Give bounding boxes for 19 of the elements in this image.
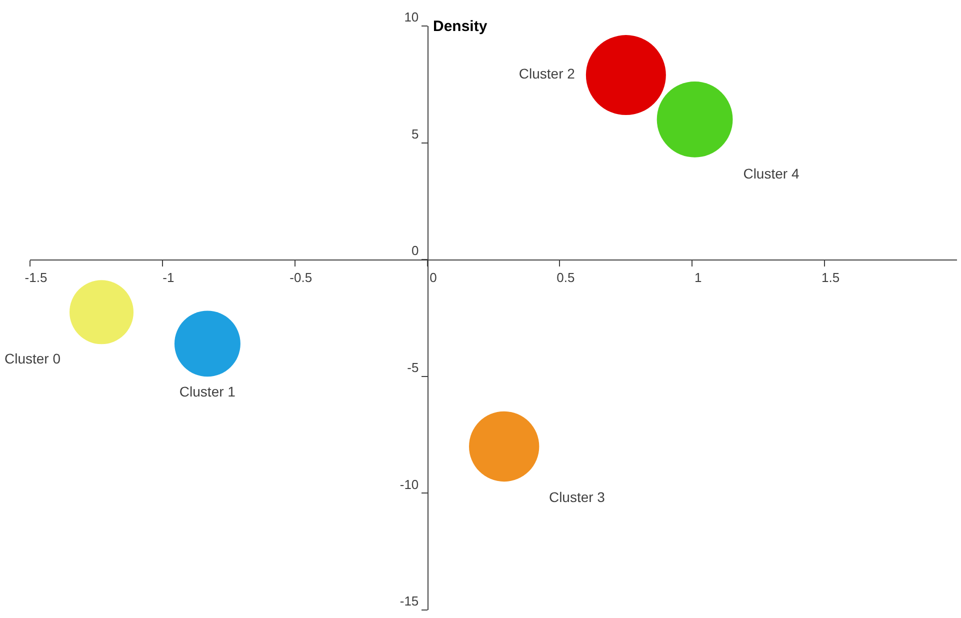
series-label: Cluster 1 [179, 383, 236, 400]
x-tick-label: -1 [162, 270, 174, 286]
x-tick-label: -1.5 [24, 270, 48, 286]
series-label: Cluster 2 [518, 66, 576, 82]
x-tick-label: -0.5 [290, 270, 312, 286]
series-label: Cluster 3 [548, 488, 606, 505]
y-tick-label: 0 [411, 243, 419, 258]
y-axis-title: Density [433, 18, 488, 35]
x-tick-label: 0 [430, 270, 437, 286]
y-tick-label: 5 [411, 126, 419, 142]
x-tick-label: 0.5 [556, 270, 575, 286]
text: Cluster 4 [743, 165, 800, 182]
y-tick-label: 10 [404, 10, 419, 25]
y-tick-label: -10 [400, 476, 419, 492]
y-tick-label: -15 [400, 594, 419, 609]
series-label: Cluster 0 [4, 350, 61, 367]
x-tick-label: 1.5 [822, 270, 840, 286]
x-tick-label: 1 [694, 270, 702, 286]
y-tick-label: -5 [407, 360, 419, 375]
